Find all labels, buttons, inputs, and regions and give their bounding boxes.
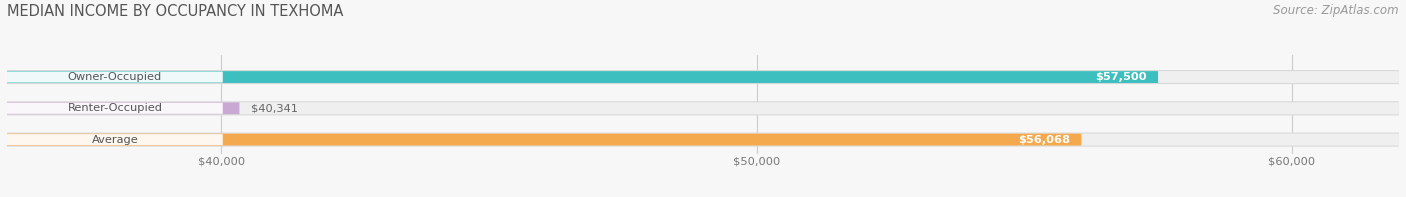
FancyBboxPatch shape <box>7 134 1081 146</box>
Text: Source: ZipAtlas.com: Source: ZipAtlas.com <box>1274 4 1399 17</box>
Text: $57,500: $57,500 <box>1095 72 1147 82</box>
FancyBboxPatch shape <box>7 101 1399 115</box>
FancyBboxPatch shape <box>7 102 1399 114</box>
Text: $56,068: $56,068 <box>1018 135 1070 145</box>
Text: Average: Average <box>91 135 138 145</box>
FancyBboxPatch shape <box>7 70 1399 84</box>
Text: MEDIAN INCOME BY OCCUPANCY IN TEXHOMA: MEDIAN INCOME BY OCCUPANCY IN TEXHOMA <box>7 4 343 19</box>
FancyBboxPatch shape <box>7 102 239 114</box>
FancyBboxPatch shape <box>7 103 222 114</box>
Text: Renter-Occupied: Renter-Occupied <box>67 103 163 113</box>
FancyBboxPatch shape <box>7 72 222 83</box>
FancyBboxPatch shape <box>7 71 1399 83</box>
FancyBboxPatch shape <box>7 134 1399 146</box>
FancyBboxPatch shape <box>7 133 1399 147</box>
FancyBboxPatch shape <box>7 134 222 145</box>
Text: Owner-Occupied: Owner-Occupied <box>67 72 162 82</box>
FancyBboxPatch shape <box>7 71 1159 83</box>
Text: $40,341: $40,341 <box>250 103 298 113</box>
